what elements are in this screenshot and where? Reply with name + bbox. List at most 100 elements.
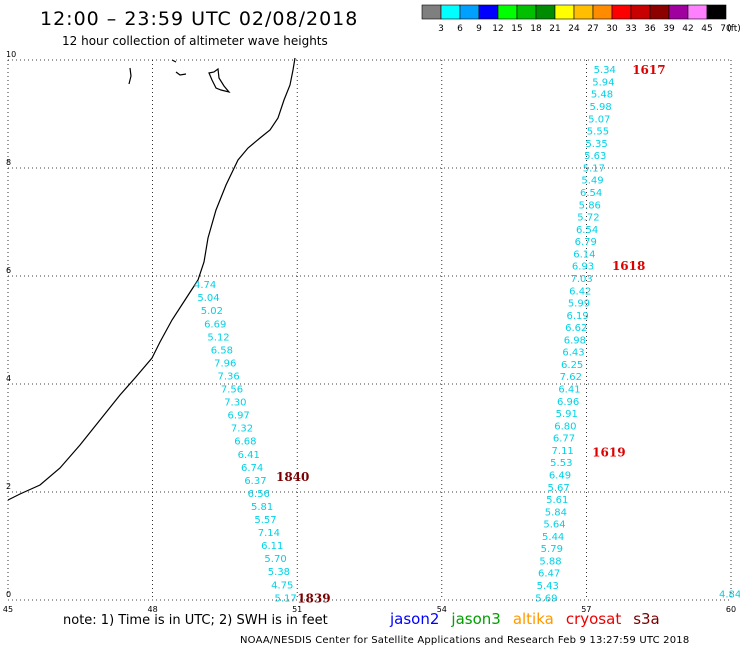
hour-label-1839: 1839 bbox=[297, 591, 330, 605]
hour-label-1617: 1617 bbox=[632, 63, 665, 77]
legend-label-36: 36 bbox=[644, 24, 656, 34]
satellite-cryosat: cryosat bbox=[565, 610, 622, 628]
legend-label-30: 30 bbox=[606, 24, 618, 34]
x-tick-57: 57 bbox=[581, 605, 591, 614]
x-tick-54: 54 bbox=[437, 605, 447, 614]
wave-value: 6.49 bbox=[549, 470, 571, 481]
hour-label-1840: 1840 bbox=[276, 470, 309, 484]
wave-value: 5.81 bbox=[251, 502, 273, 513]
africa-coastline bbox=[7, 57, 296, 501]
wave-value: 5.53 bbox=[550, 458, 572, 469]
legend-label-42: 42 bbox=[682, 24, 693, 34]
legend-label-27: 27 bbox=[587, 24, 598, 34]
wave-value: 5.72 bbox=[577, 213, 599, 224]
wave-value: 6.37 bbox=[244, 476, 266, 487]
coastline bbox=[7, 57, 296, 501]
edge-values: 4.84 bbox=[719, 590, 740, 601]
note-text: note: 1) Time is in UTC; 2) SWH is in fe… bbox=[63, 613, 328, 628]
x-tick-51: 51 bbox=[292, 605, 302, 614]
legend-label-45: 45 bbox=[701, 24, 712, 34]
wave-value: 6.19 bbox=[566, 311, 588, 322]
y-tick-2: 2 bbox=[6, 482, 11, 491]
page-title: 12:00 – 23:59 UTC 02/08/2018 bbox=[40, 8, 359, 30]
island-2 bbox=[171, 59, 187, 76]
hour-label-1619: 1619 bbox=[592, 446, 625, 460]
wave-value: 6.41 bbox=[238, 450, 260, 461]
wave-value: 6.42 bbox=[569, 286, 591, 297]
wave-value: 7.62 bbox=[560, 372, 582, 383]
satellite-altika: altika bbox=[512, 610, 554, 628]
wave-value: 6.80 bbox=[554, 421, 576, 432]
wave-value: 5.99 bbox=[568, 299, 590, 310]
legend-label-9: 9 bbox=[476, 24, 482, 34]
wave-value: 7.14 bbox=[258, 528, 280, 539]
wave-value: 5.86 bbox=[579, 200, 601, 211]
legend-unit: (ft) bbox=[727, 24, 740, 34]
wave-value: 6.47 bbox=[538, 569, 560, 580]
wave-value: 6.98 bbox=[564, 335, 586, 346]
x-tick-48: 48 bbox=[148, 605, 158, 614]
hour-label-1618: 1618 bbox=[612, 259, 645, 273]
axis-ticks: 45 48 51 54 57 60 0 2 4 6 8 10 bbox=[3, 50, 736, 614]
wave-value: 7.11 bbox=[552, 446, 574, 457]
legend-label-3: 3 bbox=[438, 24, 444, 34]
wave-value: 6.14 bbox=[573, 249, 595, 260]
wave-value: 5.48 bbox=[591, 90, 613, 101]
wave-value: 7.30 bbox=[224, 398, 246, 409]
y-tick-4: 4 bbox=[6, 374, 11, 383]
legend-label-6: 6 bbox=[457, 24, 463, 34]
legend-label-24: 24 bbox=[568, 24, 580, 34]
legend-label-18: 18 bbox=[530, 24, 542, 34]
wave-value: 5.69 bbox=[535, 593, 557, 604]
footer-credit: NOAA/NESDIS Center for Satellite Applica… bbox=[240, 635, 690, 646]
wave-value: 5.61 bbox=[546, 495, 568, 506]
wave-value: 6.25 bbox=[561, 360, 583, 371]
wave-value: 6.68 bbox=[234, 437, 256, 448]
x-tick-60: 60 bbox=[726, 605, 736, 614]
wave-value: 7.03 bbox=[571, 274, 593, 285]
wave-value: 5.91 bbox=[556, 409, 578, 420]
y-tick-0: 0 bbox=[6, 590, 11, 599]
wave-value: 5.43 bbox=[537, 581, 559, 592]
wave-value: 5.12 bbox=[207, 332, 229, 343]
wave-value: 5.04 bbox=[197, 293, 219, 304]
wave-value: 4.74 bbox=[194, 280, 216, 291]
wave-value: 5.57 bbox=[254, 515, 276, 526]
wave-value: 6.58 bbox=[211, 345, 233, 356]
wave-value: 4.75 bbox=[271, 580, 293, 591]
legend-label-12: 12 bbox=[492, 24, 503, 34]
altimeter-tracks: 4.74 5.04 5.02 6.69 5.12 6.58 7.96 7.36 7.56 7.30… bbox=[194, 65, 740, 604]
satellite-jason2: jason2 bbox=[390, 610, 440, 628]
color-legend: 3 6 9 12 15 18 21 24 27 30 33 36 39 42 45 70(ft) bbox=[421, 4, 740, 34]
wave-value-edge: 4.84 bbox=[719, 590, 740, 601]
satellite-legend: jason2 jason3 altika cryosat s3a bbox=[390, 610, 672, 628]
wave-value: 5.02 bbox=[201, 306, 223, 317]
legend-label-33: 33 bbox=[625, 24, 636, 34]
wave-value: 5.98 bbox=[590, 102, 612, 113]
wave-value: 6.43 bbox=[562, 348, 584, 359]
island-1 bbox=[128, 67, 132, 85]
lat-lon-grid bbox=[7, 59, 732, 601]
wave-value: 6.79 bbox=[575, 237, 597, 248]
legend-label-70: 70 bbox=[720, 24, 732, 34]
wave-value: 5.79 bbox=[541, 544, 563, 555]
hour-labels: 1617 1618 1619 1840 1839 bbox=[276, 63, 666, 605]
wave-value: 6.62 bbox=[565, 323, 587, 334]
page-subtitle: 12 hour collection of altimeter wave hei… bbox=[62, 34, 328, 48]
wave-value: 6.93 bbox=[572, 262, 594, 273]
x-tick-45: 45 bbox=[3, 605, 13, 614]
wave-value: 5.44 bbox=[542, 532, 564, 543]
wave-value: 5.17 bbox=[274, 593, 296, 604]
satellite-s3a: s3a bbox=[633, 610, 660, 628]
wave-value: 5.63 bbox=[584, 151, 606, 162]
wave-value: 6.54 bbox=[576, 225, 598, 236]
wave-value: 6.97 bbox=[228, 411, 250, 422]
wave-value: 5.67 bbox=[547, 483, 569, 494]
wave-value: 6.96 bbox=[557, 397, 579, 408]
wave-value: 5.64 bbox=[543, 520, 565, 531]
wave-value: 5.84 bbox=[545, 507, 567, 518]
wave-value: 5.38 bbox=[268, 567, 290, 578]
wave-value: 6.56 bbox=[248, 489, 270, 500]
wave-value: 6.11 bbox=[261, 541, 283, 552]
